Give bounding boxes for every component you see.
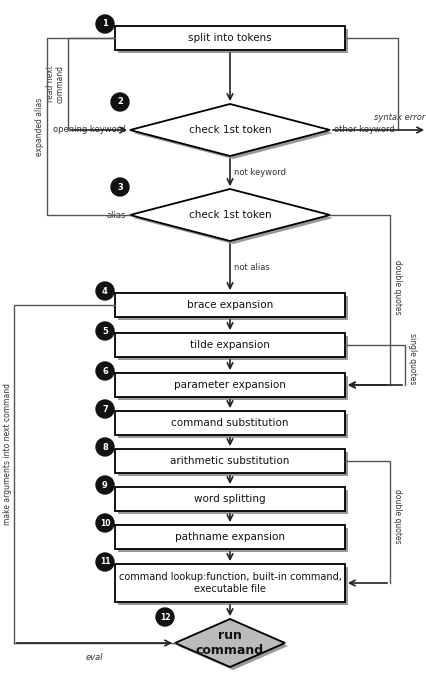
Text: 12: 12 [159,612,170,622]
Text: single quotes: single quotes [407,333,416,384]
Circle shape [96,400,114,418]
Polygon shape [132,107,332,159]
Text: double quotes: double quotes [392,488,401,543]
Text: other keyword: other keyword [333,125,394,135]
Text: make arguments into next command: make arguments into next command [3,383,12,525]
FancyBboxPatch shape [115,449,344,473]
FancyBboxPatch shape [118,376,347,400]
Text: opening keyword: opening keyword [53,125,126,135]
Text: not keyword: not keyword [233,168,285,177]
Text: 7: 7 [102,404,108,414]
FancyBboxPatch shape [118,452,347,476]
Circle shape [96,362,114,380]
Text: 11: 11 [100,557,110,566]
FancyBboxPatch shape [115,26,344,50]
FancyBboxPatch shape [115,373,344,397]
FancyBboxPatch shape [115,293,344,317]
Polygon shape [132,192,332,244]
FancyBboxPatch shape [115,333,344,357]
FancyBboxPatch shape [118,296,347,320]
FancyBboxPatch shape [118,29,347,53]
Text: 6: 6 [102,367,108,376]
FancyBboxPatch shape [115,564,344,602]
Text: word splitting: word splitting [194,494,265,504]
Text: 3: 3 [117,183,123,192]
Circle shape [155,608,173,626]
Text: 4: 4 [102,287,108,295]
Circle shape [96,282,114,300]
FancyBboxPatch shape [118,414,347,438]
Text: eval: eval [86,653,103,662]
Text: syntax error: syntax error [373,113,424,122]
Circle shape [111,93,129,111]
FancyBboxPatch shape [118,528,347,552]
Text: read next
command: read next command [46,65,65,103]
FancyBboxPatch shape [115,525,344,549]
Circle shape [96,15,114,33]
Text: double quotes: double quotes [392,260,401,315]
Text: check 1st token: check 1st token [188,125,271,135]
FancyBboxPatch shape [115,411,344,435]
Polygon shape [178,622,287,670]
Text: 2: 2 [117,98,123,107]
Polygon shape [130,189,329,241]
Circle shape [96,438,114,456]
Text: not alias: not alias [233,263,269,272]
FancyBboxPatch shape [115,487,344,511]
Text: split into tokens: split into tokens [188,33,271,43]
Text: 5: 5 [102,326,108,335]
Circle shape [111,178,129,196]
Text: run
command: run command [196,629,263,657]
Circle shape [96,322,114,340]
Text: 9: 9 [102,480,108,490]
Text: check 1st token: check 1st token [188,210,271,220]
Text: command substitution: command substitution [171,418,288,428]
Text: brace expansion: brace expansion [187,300,273,310]
Circle shape [96,514,114,532]
Circle shape [96,476,114,494]
Text: command lookup:function, built-in command,
executable file: command lookup:function, built-in comman… [118,573,341,594]
Text: expanded alias: expanded alias [35,97,44,156]
Text: arithmetic substitution: arithmetic substitution [170,456,289,466]
Text: 8: 8 [102,443,108,451]
Text: 10: 10 [100,518,110,527]
Circle shape [96,553,114,571]
Text: alias: alias [106,211,126,220]
Polygon shape [130,104,329,156]
Text: pathname expansion: pathname expansion [175,532,284,542]
Text: 1: 1 [102,20,108,29]
Text: tilde expansion: tilde expansion [190,340,269,350]
FancyBboxPatch shape [118,567,347,605]
Polygon shape [175,619,284,667]
Text: parameter expansion: parameter expansion [174,380,285,390]
FancyBboxPatch shape [118,336,347,360]
FancyBboxPatch shape [118,490,347,514]
